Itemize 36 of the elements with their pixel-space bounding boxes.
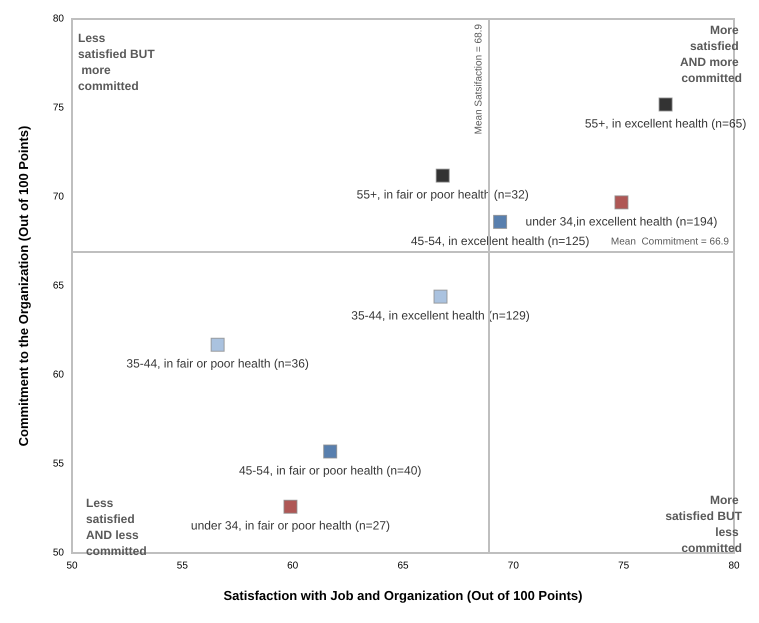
point bbox=[283, 500, 298, 514]
point bbox=[658, 97, 673, 112]
y-tick-label: 65 bbox=[52, 280, 64, 292]
ref-line-label: Mean Satsifaction = 68.9 bbox=[474, 24, 485, 134]
point bbox=[434, 290, 448, 304]
y-tick-label: 60 bbox=[52, 370, 64, 380]
series-label: under 34, in fair or poor health (n=27) bbox=[190, 518, 390, 533]
point bbox=[210, 338, 225, 352]
series-label: 35-44, in fair or poor health (n=36) bbox=[126, 356, 309, 371]
annotation: More satisfied BUT less committed bbox=[665, 493, 743, 555]
annotation: More satisfied AND more committed bbox=[680, 23, 742, 85]
y-tick-label: 75 bbox=[52, 102, 64, 114]
annotation: Less satisfied AND less committed bbox=[86, 496, 147, 558]
series-label: 45-54, in excellent health (n=125) bbox=[410, 234, 590, 248]
point bbox=[614, 195, 628, 210]
annotation: Less satisfied BUT more committed bbox=[78, 31, 156, 93]
x-axis-title: Satisfaction with Job and Organization (Out of 100 Points) bbox=[224, 588, 582, 603]
y-axis-title: Commitment to the Organization (Out of 100 Points) bbox=[16, 126, 31, 446]
x-tick-label: 80 bbox=[728, 560, 740, 572]
x-tick-label: 60 bbox=[287, 560, 299, 572]
ref-line-label: Mean Commitment = 66.9 bbox=[610, 236, 730, 248]
x-tick-label: 55 bbox=[176, 560, 188, 572]
series-label: under 34,in excellent health (n=194) bbox=[526, 214, 718, 228]
x-tick-label: 65 bbox=[397, 560, 409, 572]
y-tick-label: 80 bbox=[52, 14, 64, 24]
point bbox=[436, 168, 450, 183]
y-tick-label: 55 bbox=[52, 458, 64, 470]
point bbox=[493, 214, 508, 229]
y-tick-label: 70 bbox=[52, 192, 64, 202]
point bbox=[323, 444, 338, 459]
y-tick-label: 50 bbox=[52, 548, 64, 558]
series-label: 45-54, in fair or poor health (n=40) bbox=[238, 464, 422, 478]
x-tick-label: 50 bbox=[66, 560, 78, 572]
x-tick-label: 70 bbox=[508, 560, 520, 572]
series-label: 55+, in excellent health (n=65) bbox=[584, 116, 746, 130]
x-tick-label: 75 bbox=[618, 560, 630, 572]
